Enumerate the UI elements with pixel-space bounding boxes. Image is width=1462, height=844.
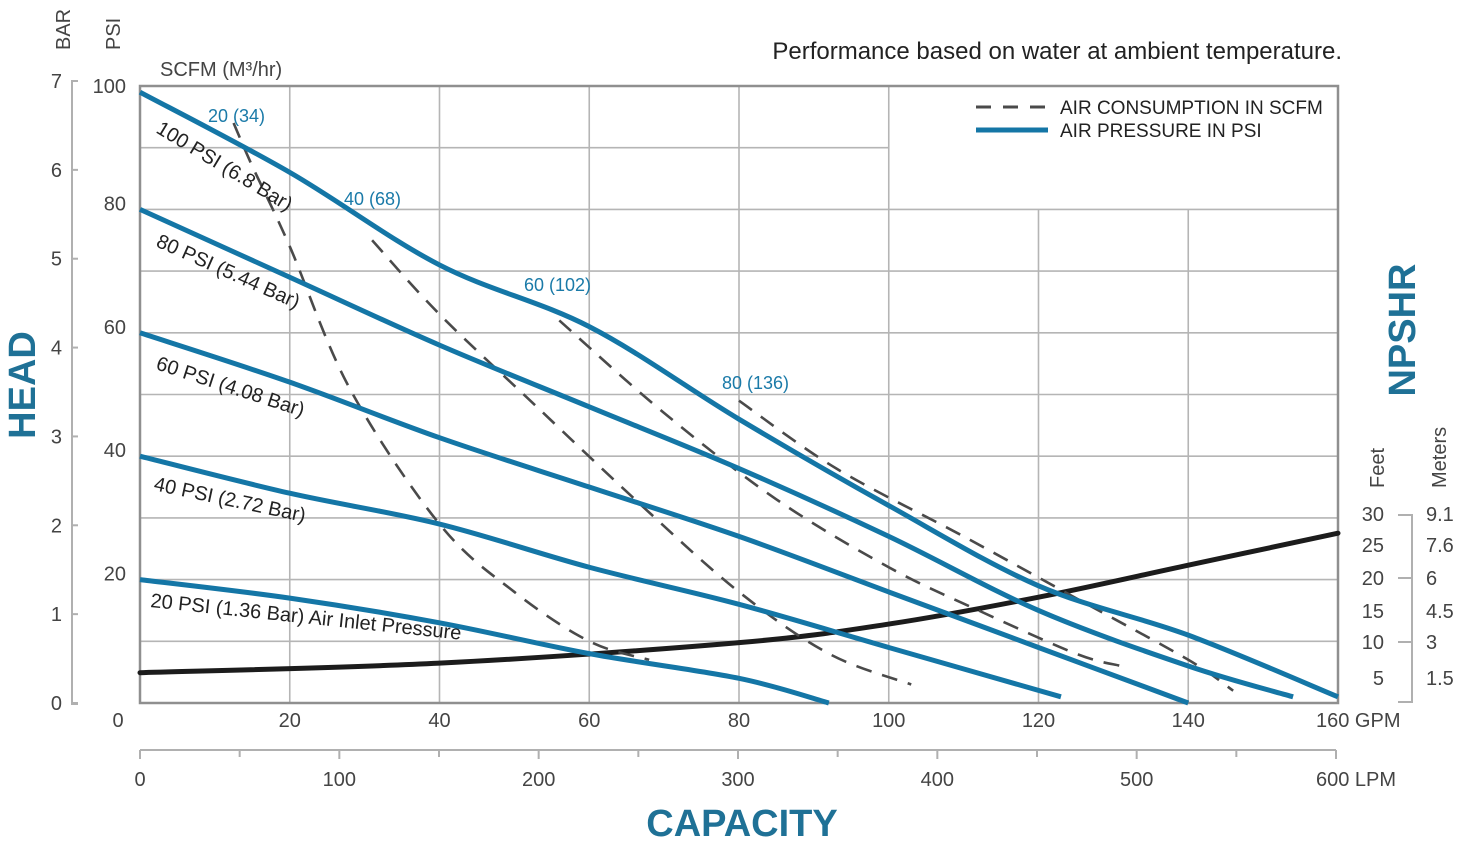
gpm-axis: 0 20 40 60 80 100 120 140 160 GPM bbox=[112, 710, 1400, 732]
lpm-tick-label: 0 bbox=[134, 769, 145, 791]
gpm-tick-label: 160 GPM bbox=[1316, 710, 1400, 732]
scfm-label-60: 60 (102) bbox=[524, 275, 591, 295]
npshr-meters-tick-label: 7.6 bbox=[1426, 535, 1454, 557]
bar-unit-label: BAR bbox=[53, 9, 75, 50]
bar-tick-label: 5 bbox=[51, 249, 62, 271]
psi-tick-label: 100 bbox=[93, 76, 126, 98]
scfm-curve-60 bbox=[558, 319, 1122, 668]
npshr-feet-tick-label: 25 bbox=[1362, 535, 1384, 557]
psi-tick-label: 20 bbox=[104, 564, 126, 586]
psi-unit-label: PSI bbox=[103, 18, 125, 50]
bar-tick-label: 7 bbox=[51, 71, 62, 93]
lpm-tick-label: 400 bbox=[921, 769, 954, 791]
scfm-label-40: 40 (68) bbox=[344, 189, 401, 209]
npshr-axis-line bbox=[1398, 514, 1413, 703]
npshr-meters-tick-label: 9.1 bbox=[1426, 504, 1454, 526]
plot-frame bbox=[138, 84, 1340, 705]
pressure-curve-40-psi bbox=[139, 453, 1062, 700]
bar-tick-label: 6 bbox=[51, 160, 62, 182]
scfm-label-80: 80 (136) bbox=[722, 373, 789, 393]
pressure-curve-80-psi bbox=[138, 207, 1294, 700]
gpm-tick-label: 20 bbox=[279, 710, 301, 732]
meters-unit-label: Meters bbox=[1429, 427, 1451, 488]
scfm-header: SCFM (M³/hr) bbox=[160, 59, 282, 81]
npshr-axis: 30 25 20 15 10 5 9.1 7.6 6 4.5 3 1.5 bbox=[1362, 504, 1454, 690]
head-axis-title: HEAD bbox=[2, 331, 44, 439]
legend-label-air-consumption: AIR CONSUMPTION IN SCFM bbox=[1060, 98, 1323, 119]
legend-label-air-pressure: AIR PRESSURE IN PSI bbox=[1060, 121, 1262, 142]
npshr-meters-tick-label: 3 bbox=[1426, 632, 1437, 654]
gpm-tick-label: 80 bbox=[728, 710, 750, 732]
npshr-curve-group bbox=[137, 530, 1341, 676]
pressure-label-40: 40 PSI (2.72 Bar) bbox=[152, 473, 308, 527]
gpm-tick-label: 0 bbox=[112, 710, 123, 732]
gpm-tick-label: 140 bbox=[1172, 710, 1205, 732]
scfm-curve-40 bbox=[371, 239, 912, 686]
bar-tick-label: 2 bbox=[51, 515, 62, 537]
psi-tick-label: 60 bbox=[104, 317, 126, 339]
scfm-curve-80 bbox=[738, 399, 1234, 692]
npshr-feet-tick-label: 30 bbox=[1362, 504, 1384, 526]
chart-title: Performance based on water at ambient te… bbox=[772, 38, 1342, 65]
bar-tick-label: 1 bbox=[51, 604, 62, 626]
npshr-feet-tick-label: 10 bbox=[1362, 632, 1384, 654]
lpm-tick-label: 200 bbox=[522, 769, 555, 791]
npshr-feet-tick-label: 15 bbox=[1362, 601, 1384, 623]
psi-axis: 20 40 60 80 100 bbox=[93, 76, 126, 586]
feet-unit-label: Feet bbox=[1367, 448, 1389, 488]
scfm-label-20: 20 (34) bbox=[208, 106, 265, 126]
bar-tick-label: 3 bbox=[51, 426, 62, 448]
npshr-meters-tick-label: 4.5 bbox=[1426, 601, 1454, 623]
capacity-axis-title: CAPACITY bbox=[646, 803, 837, 844]
pressure-curve-100-psi bbox=[138, 89, 1339, 700]
bar-axis: 0 1 2 3 4 5 6 7 bbox=[51, 71, 78, 715]
npshr-axis-title: NPSHR bbox=[1382, 263, 1424, 396]
lpm-tick-label: 300 bbox=[721, 769, 754, 791]
scfm-curve-20 bbox=[232, 122, 650, 662]
npshr-meters-tick-label: 1.5 bbox=[1426, 668, 1454, 690]
psi-tick-label: 40 bbox=[104, 440, 126, 462]
npshr-feet-tick-label: 20 bbox=[1362, 568, 1384, 590]
bar-tick-label: 4 bbox=[51, 338, 62, 360]
lpm-axis: 0 100 200 300 400 500 600 LPM bbox=[134, 750, 1396, 791]
bar-axis-line bbox=[71, 80, 78, 705]
gpm-tick-label: 100 bbox=[872, 710, 905, 732]
pressure-curve-group bbox=[138, 89, 1339, 706]
lpm-tick-label: 500 bbox=[1120, 769, 1153, 791]
gpm-tick-label: 40 bbox=[428, 710, 450, 732]
pressure-curve-20-psi bbox=[139, 577, 830, 706]
pressure-curve-60-psi bbox=[139, 330, 1190, 706]
bar-tick-label: 0 bbox=[51, 693, 62, 715]
npshr-feet-tick-label: 5 bbox=[1373, 668, 1384, 690]
gpm-tick-label: 120 bbox=[1022, 710, 1055, 732]
npshr-curve bbox=[137, 530, 1341, 676]
grid bbox=[140, 86, 1338, 703]
npshr-meters-tick-label: 6 bbox=[1426, 568, 1437, 590]
lpm-tick-label: 600 LPM bbox=[1316, 769, 1396, 791]
psi-tick-label: 80 bbox=[104, 193, 126, 215]
legend: AIR CONSUMPTION IN SCFM AIR PRESSURE IN … bbox=[976, 98, 1323, 142]
lpm-tick-label: 100 bbox=[323, 769, 356, 791]
gpm-tick-label: 60 bbox=[578, 710, 600, 732]
